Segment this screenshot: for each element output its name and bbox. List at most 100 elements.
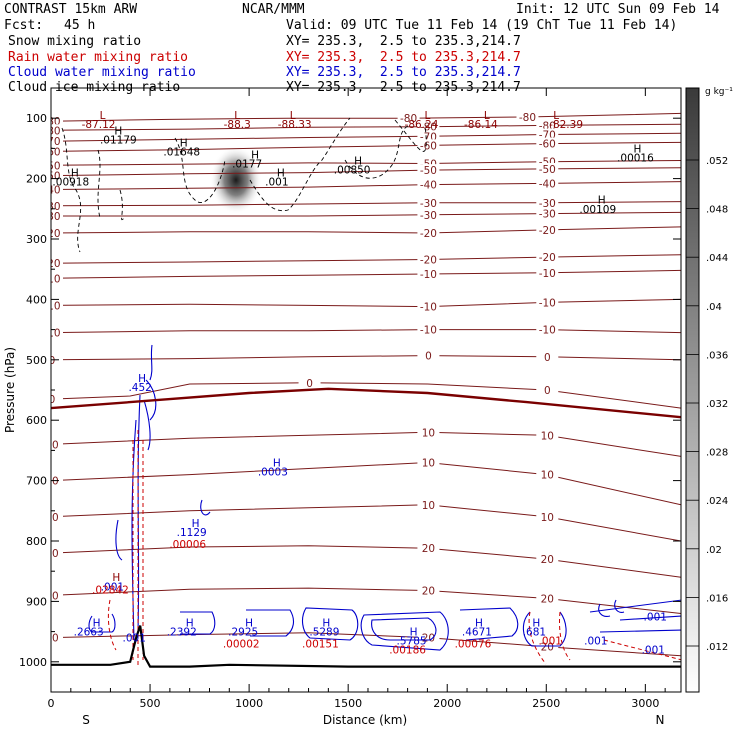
- high-marker: H: [322, 618, 330, 630]
- extremum-value-label: .0177: [232, 159, 262, 171]
- extremum-value-label: -82.39: [549, 119, 583, 131]
- temperature-contour-label: 10: [541, 430, 554, 442]
- temperature-contour-label: -80: [519, 112, 536, 124]
- temperature-contour-label: -60: [43, 146, 60, 158]
- temperature-contour-label: 10: [422, 457, 435, 469]
- field-snow-name: Snow mixing ratio: [8, 34, 142, 49]
- temperature-contour-label: 0: [544, 385, 551, 397]
- contour-label-bg: [417, 300, 440, 313]
- y-tick-label: 600: [26, 414, 47, 427]
- high-marker: H: [192, 518, 200, 530]
- extremum-value-label: .001: [101, 581, 124, 593]
- contour-label-bg: [536, 323, 559, 336]
- extremum-value-label: .001: [265, 177, 288, 189]
- x-tick-label: 1000: [235, 697, 263, 710]
- contour-label-bg: [417, 226, 440, 239]
- temperature-contour-label: 0: [49, 355, 56, 367]
- temperature-contour-label: -60: [539, 139, 556, 151]
- colorbar-tick-label: .048: [706, 205, 728, 216]
- high-marker: H: [532, 618, 540, 630]
- temperature-contour-label: -10: [420, 302, 437, 314]
- temperature-contour-label: -80: [43, 125, 60, 137]
- temperature-contour-label: -20: [420, 228, 437, 240]
- contour-label-bg: [536, 177, 559, 190]
- colorbar-tick-label: .028: [706, 448, 728, 459]
- temperature-contour-18: [51, 504, 681, 542]
- colorbar-tick-label: .016: [706, 593, 728, 604]
- temperature-contour-2: [51, 132, 681, 142]
- terrain-line: [51, 625, 681, 668]
- temperature-contour-label: 20: [45, 548, 58, 560]
- temperature-contour-label: 20: [541, 554, 554, 566]
- colorbar-tick-label: .044: [706, 253, 728, 264]
- contour-label-bg: [417, 164, 440, 177]
- contour-label-bg: [536, 296, 559, 309]
- init-label: Init: 12 UTC Sun 09 Feb 14: [516, 2, 720, 17]
- center-label: NCAR/MMM: [242, 2, 305, 17]
- low-marker: L: [100, 110, 106, 122]
- contour-label-bg: [536, 350, 559, 363]
- temperature-contour-label: -80: [400, 113, 417, 125]
- contour-label-bg: [397, 112, 420, 125]
- high-marker: H: [475, 618, 483, 630]
- low-marker: L: [424, 110, 430, 122]
- extremum-value-label: .00918: [52, 177, 89, 189]
- extremum-value-label: .001: [644, 612, 667, 624]
- low-marker: L: [234, 110, 240, 122]
- temperature-contour-label: 0: [544, 352, 551, 364]
- field-snow-xy: XY= 235.3, 2.5 to 235.3,214.7: [286, 34, 521, 49]
- x-tick-label: 2000: [433, 697, 461, 710]
- contour-label-bg: [417, 208, 440, 221]
- temperature-contour-label: -80: [43, 116, 60, 128]
- y-tick-label: 100: [26, 112, 47, 125]
- low-marker: L: [484, 110, 490, 122]
- y-axis-title: Pressure (hPa): [3, 347, 17, 433]
- temperature-contour-label: 10: [541, 470, 554, 482]
- contour-label-bg: [417, 498, 440, 511]
- temperature-contour-7: [51, 201, 681, 207]
- extremum-value-label: .2925: [228, 627, 258, 639]
- temperature-contour-label: -20: [43, 228, 60, 240]
- extremum-value-label: .001: [539, 636, 562, 648]
- contour-label-bg: [417, 323, 440, 336]
- temperature-contour-20: [51, 587, 681, 614]
- contour-label-bg: [536, 196, 559, 209]
- extremum-value-label: .00186: [389, 645, 426, 657]
- extremum-value-label: .01648: [163, 146, 200, 158]
- temperature-contour-0: [51, 112, 681, 122]
- valid-label: Valid: 09 UTC Tue 11 Feb 14 (19 ChT Tue …: [286, 18, 678, 33]
- low-marker: L: [290, 110, 296, 122]
- contour-label-bg: [417, 631, 440, 644]
- temperature-contour-label: 20: [422, 586, 435, 598]
- temperature-contour-13: [51, 329, 681, 334]
- contour-label-bg: [536, 429, 559, 442]
- temperature-contour-label: -30: [43, 201, 60, 213]
- temperature-contour-label: 20: [422, 633, 435, 645]
- contour-label-bg: [417, 139, 440, 152]
- contour-label-bg: [536, 119, 559, 132]
- model-title: CONTRAST 15km ARW: [4, 2, 138, 17]
- temperature-contour-label: -10: [43, 273, 60, 285]
- contour-label-bg: [298, 376, 321, 389]
- temperature-contour-21: [51, 632, 681, 657]
- y-tick-label: 200: [26, 173, 47, 186]
- temperature-contour-label: -10: [539, 268, 556, 280]
- contour-label-bg: [51, 226, 63, 239]
- x-axis-right-end: N: [656, 713, 665, 727]
- temperature-contour-label: -30: [420, 210, 437, 222]
- temperature-contour-label: -50: [43, 160, 60, 172]
- field-cloudwater-xy: XY= 235.3, 2.5 to 235.3,214.7: [286, 65, 521, 80]
- temperature-contour-11: [51, 269, 681, 279]
- temperature-contour-label: 10: [45, 439, 58, 451]
- contour-label-bg: [536, 510, 559, 523]
- colorbar: [685, 87, 700, 693]
- contour-label-bg: [516, 110, 539, 123]
- temperature-contour-label: -30: [420, 198, 437, 210]
- extremum-value-label: .02842: [92, 584, 129, 596]
- extremum-value-label: -86.14: [464, 119, 498, 131]
- contour-label-bg: [417, 542, 440, 555]
- contour-label-bg: [51, 393, 63, 406]
- x-tick-label: 1500: [334, 697, 362, 710]
- x-tick-label: 3000: [631, 697, 659, 710]
